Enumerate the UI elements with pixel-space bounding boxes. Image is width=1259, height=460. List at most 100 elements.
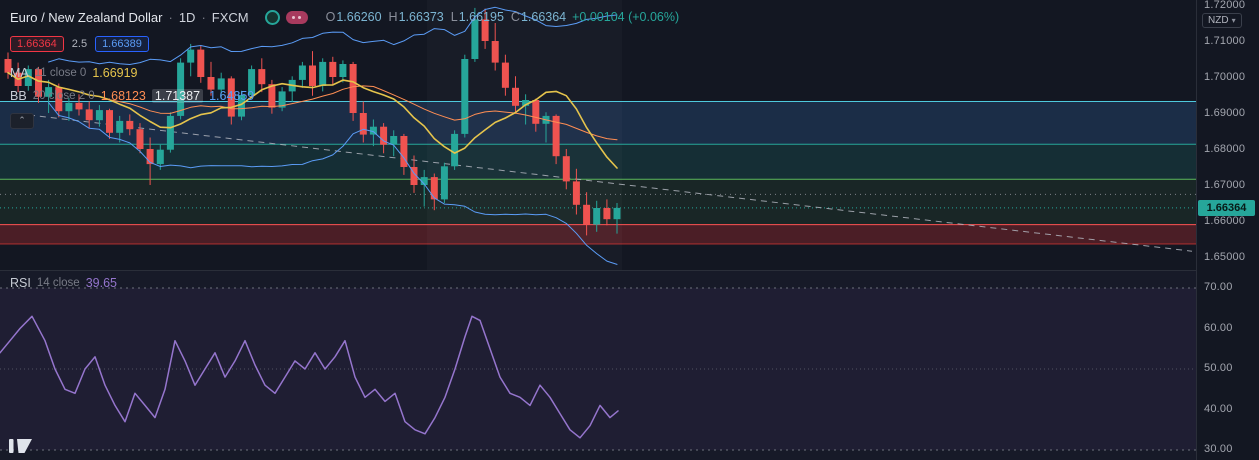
price-chart-canvas[interactable]	[0, 0, 1197, 270]
rsi-tick-70.00: 70.00	[1204, 281, 1233, 293]
rsi-title: RSI	[10, 276, 31, 290]
rsi-value: 39.65	[85, 276, 117, 290]
interval-label[interactable]: 1D	[178, 9, 196, 25]
candle-body	[420, 177, 428, 185]
rsi-tick-50.00: 50.00	[1204, 362, 1233, 374]
chevron-down-icon: ▾	[1231, 16, 1236, 25]
candle-body	[512, 87, 519, 106]
candle-body	[238, 95, 245, 117]
bb-lower-value: 1.64859	[209, 89, 255, 103]
candle-body	[136, 129, 144, 149]
candle-body	[410, 167, 418, 185]
price-zone-red	[0, 224, 1197, 244]
candle-body	[359, 113, 367, 135]
candle-body	[451, 133, 459, 167]
candle-body	[268, 84, 276, 108]
rsi-tick-40.00: 40.00	[1204, 403, 1233, 415]
rsi-canvas[interactable]	[0, 271, 1197, 460]
price-tick-1.67000: 1.67000	[1204, 179, 1246, 191]
bb-lower-band	[48, 102, 618, 265]
candle-body	[552, 115, 560, 157]
candle-body	[258, 69, 266, 85]
candle-body	[227, 78, 235, 117]
rsi-band	[0, 288, 1197, 450]
candle-body	[380, 126, 388, 145]
low-value: 1.66195	[458, 10, 504, 24]
candle-body	[613, 207, 621, 220]
ma-params: 11 close 0	[34, 67, 87, 79]
price-tick-1.72000: 1.72000	[1204, 0, 1246, 11]
price-tick-1.66000: 1.66000	[1204, 215, 1246, 227]
candle-body	[35, 69, 42, 97]
currency-unit-label: NZD	[1208, 15, 1229, 26]
close-value: 1.66364	[520, 10, 567, 24]
candle-body	[369, 126, 377, 135]
candle-body	[45, 87, 53, 97]
price-zone-blue	[0, 101, 1197, 145]
candle-body	[278, 91, 286, 108]
candle-body	[532, 100, 540, 124]
price-tick-1.68000: 1.68000	[1204, 143, 1246, 155]
more-options-icon[interactable]	[285, 10, 308, 24]
candle-body	[187, 49, 195, 63]
price-tick-1.65000: 1.65000	[1204, 251, 1246, 263]
ma-value: 1.66919	[92, 66, 138, 80]
candle-body	[4, 59, 12, 73]
symbol-title[interactable]: Euro / New Zealand Dollar	[10, 9, 163, 25]
candle-body	[522, 100, 530, 106]
rsi-pane[interactable]	[0, 270, 1197, 460]
price-flag-blue[interactable]: 1.66389	[95, 36, 149, 52]
rsi-params: 14 close	[36, 277, 80, 289]
rsi-line	[0, 315, 619, 439]
price-tick-1.71000: 1.71000	[1204, 35, 1246, 47]
candle-body	[248, 69, 256, 95]
candle-body	[471, 19, 479, 59]
candle-body	[65, 102, 73, 112]
candle-body	[329, 61, 337, 77]
candle-body	[562, 156, 570, 182]
open-value: 1.66260	[336, 10, 382, 24]
candle-body	[146, 149, 154, 165]
candle-body	[207, 77, 215, 90]
ma-line	[7, 71, 618, 169]
bb-title: BB	[10, 89, 27, 103]
price-zone-teal	[0, 144, 1197, 180]
candle-body	[349, 64, 357, 113]
candle-body	[440, 166, 448, 200]
rsi-legend-row[interactable]: RSI 14 close 39.65	[10, 276, 117, 290]
price-flag-red[interactable]: 1.66364	[10, 36, 64, 52]
ma-legend-row[interactable]: MA 11 close 0 1.66919	[10, 64, 679, 82]
candle-body	[572, 181, 580, 205]
bb-params: 20 close 2 0	[32, 90, 95, 102]
candle-body	[85, 109, 93, 121]
candle-body	[339, 64, 347, 77]
candle-body	[24, 69, 32, 86]
separator-dot: ·	[201, 9, 206, 25]
ma-title: MA	[10, 66, 29, 80]
candle-body	[430, 177, 438, 200]
high-value: 1.66373	[398, 10, 444, 24]
price-axis[interactable]: NZD ▾ 1.66364 1.72000 1.71000 1.70000 1.690…	[1196, 0, 1259, 460]
candle-body	[217, 78, 225, 90]
candle-body	[309, 65, 316, 86]
legend-collapse-button[interactable]: ⌃	[10, 113, 34, 129]
low-label: L	[450, 10, 458, 24]
candle-body	[400, 136, 408, 167]
current-price-badge: 1.66364	[1198, 200, 1255, 216]
bb-legend-row[interactable]: BB 20 close 2 0 1.68123 1.71387 1.64859	[10, 87, 679, 105]
eye-toggle-icon[interactable]	[264, 9, 280, 25]
price-flags-row: 1.66364 2.5 1.66389	[10, 35, 679, 53]
candle-body	[126, 120, 134, 130]
bb-upper-value: 1.71387	[151, 89, 204, 103]
bb-basis-line	[48, 81, 618, 141]
candle-body	[116, 120, 124, 133]
tradingview-logo[interactable]	[8, 438, 34, 455]
candle-body	[197, 49, 205, 77]
exchange-label[interactable]: FXCM	[211, 9, 249, 25]
candle-body	[106, 110, 113, 133]
candle-body	[177, 62, 185, 116]
currency-unit-dropdown[interactable]: NZD ▾	[1202, 13, 1242, 28]
